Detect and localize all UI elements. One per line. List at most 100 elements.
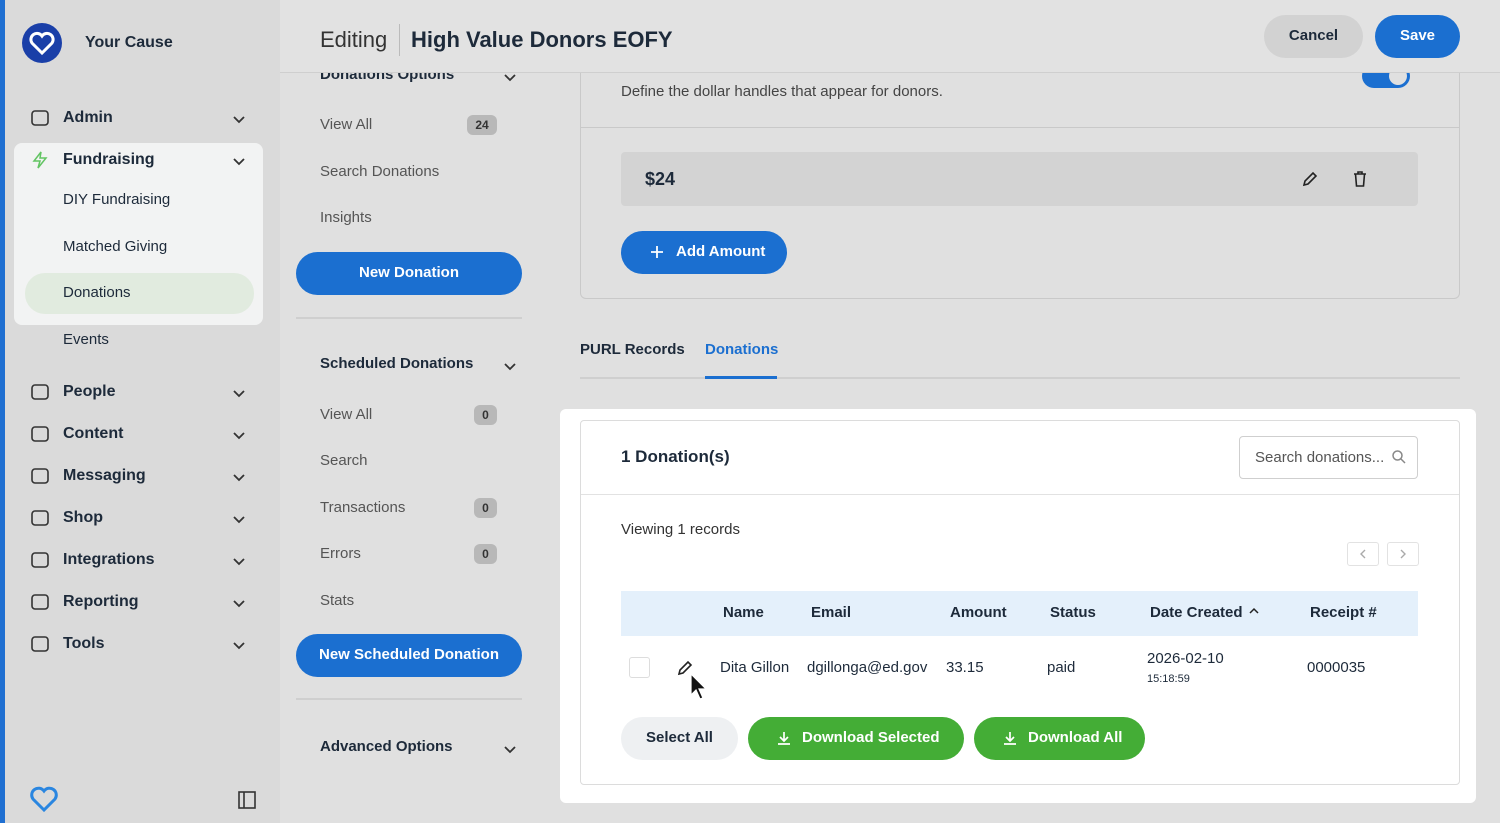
nav-icon xyxy=(31,110,49,126)
nav-icon xyxy=(31,384,49,400)
chevron-down[interactable] xyxy=(233,432,245,440)
cancel-button[interactable] xyxy=(1264,15,1363,58)
header-mode: Editing xyxy=(320,27,388,52)
nav-subitem[interactable]: DIY Fundraising xyxy=(63,191,171,208)
nav-item[interactable]: Content xyxy=(63,425,124,442)
amount-value: $24 xyxy=(645,169,676,189)
column-header: Status xyxy=(1050,604,1096,621)
search-icon xyxy=(1392,450,1406,464)
chevron-down[interactable] xyxy=(504,363,516,371)
handles-description: Define the dollar handles that appear fo… xyxy=(621,83,943,100)
divider xyxy=(296,317,522,319)
count-badge-text: 24 xyxy=(475,118,489,132)
search-box[interactable] xyxy=(1239,436,1418,479)
subnav-item[interactable]: Search xyxy=(320,452,368,469)
save-label[interactable]: Save xyxy=(1399,27,1436,44)
brand-name: Your Cause xyxy=(85,34,173,51)
footer-logo xyxy=(30,786,58,813)
nav-item[interactable]: Shop xyxy=(63,509,103,526)
next-icon xyxy=(1400,549,1406,559)
column-header[interactable]: Date Created xyxy=(1150,604,1243,621)
count-badge-text: 0 xyxy=(482,501,489,515)
download-icon xyxy=(1004,732,1016,745)
download-all-label[interactable]: Download All xyxy=(1028,729,1123,746)
add-amount-button[interactable] xyxy=(621,231,787,274)
subnav-button[interactable] xyxy=(296,634,522,677)
subnav-item[interactable]: Search Donations xyxy=(320,163,440,180)
chevron-down[interactable] xyxy=(233,558,245,566)
nav-item[interactable]: People xyxy=(63,383,116,400)
divider xyxy=(296,698,522,700)
tab[interactable]: PURL Records xyxy=(580,341,685,358)
subnav-item[interactable]: View All xyxy=(320,116,373,133)
nav-item[interactable]: Reporting xyxy=(63,593,139,610)
save-button[interactable] xyxy=(1375,15,1460,58)
chevron-down[interactable] xyxy=(233,642,245,650)
next-page[interactable] xyxy=(1387,542,1419,566)
plus-icon xyxy=(651,246,663,258)
cancel-label[interactable]: Cancel xyxy=(1288,27,1339,44)
subnav-button[interactable] xyxy=(296,252,522,295)
search-placeholder[interactable]: Search donations... xyxy=(1255,449,1385,466)
row-checkbox[interactable] xyxy=(629,657,650,678)
collapse-sidebar[interactable] xyxy=(238,791,256,809)
nav-subitem[interactable]: Donations xyxy=(63,284,131,301)
download-all-button[interactable] xyxy=(974,717,1145,760)
subnav-title[interactable]: Advanced Options xyxy=(320,738,453,755)
amount-row xyxy=(621,152,1418,206)
subnav-item[interactable]: View All xyxy=(320,406,373,423)
chevron-down[interactable] xyxy=(233,158,245,166)
count-badge-text: 0 xyxy=(482,408,489,422)
chevron-down[interactable] xyxy=(233,116,245,124)
count-badge xyxy=(474,405,497,425)
subnav-button-label[interactable]: New Scheduled Donation xyxy=(318,646,499,663)
count-badge xyxy=(467,115,497,135)
nav-item-active[interactable] xyxy=(25,273,254,314)
logo xyxy=(22,23,62,63)
column-header: Email xyxy=(811,604,852,621)
chevron-down[interactable] xyxy=(504,746,516,754)
subnav-button-label[interactable]: New Donation xyxy=(359,264,459,281)
nav-item[interactable]: Tools xyxy=(63,635,105,652)
nav-icon xyxy=(32,151,48,169)
cursor xyxy=(690,672,708,700)
edit-row[interactable] xyxy=(677,660,693,676)
nav-icon xyxy=(31,426,49,442)
tab-active[interactable]: Donations xyxy=(705,341,779,358)
subnav-item[interactable]: Transactions xyxy=(320,499,406,516)
chevron-down[interactable] xyxy=(504,74,516,82)
subnav-item[interactable]: Errors xyxy=(320,545,361,562)
count-badge-text: 0 xyxy=(482,547,489,561)
cell-status: paid xyxy=(1047,659,1076,676)
subnav-title[interactable]: Scheduled Donations xyxy=(320,355,474,372)
chevron-down[interactable] xyxy=(233,600,245,608)
tab-underline xyxy=(705,376,777,379)
sort-icon[interactable] xyxy=(1249,607,1259,614)
nav-item[interactable]: Admin xyxy=(63,109,113,126)
cell-date: 2026-02-10 xyxy=(1147,650,1224,667)
select-all-label[interactable]: Select All xyxy=(646,729,713,746)
header-separator xyxy=(399,24,400,56)
subnav-item[interactable]: Insights xyxy=(320,209,372,226)
select-all-button[interactable] xyxy=(621,717,738,760)
prev-page[interactable] xyxy=(1347,542,1379,566)
add-amount-label[interactable]: Add Amount xyxy=(676,243,766,260)
nav-item[interactable]: Messaging xyxy=(63,467,146,484)
edit-amount[interactable] xyxy=(1302,171,1318,187)
column-header: Receipt # xyxy=(1310,604,1377,621)
subnav-item[interactable]: Stats xyxy=(320,592,355,609)
cell-email: dgillonga@ed.gov xyxy=(807,659,928,676)
chevron-down[interactable] xyxy=(233,474,245,482)
download-selected-label[interactable]: Download Selected xyxy=(802,729,940,746)
delete-amount[interactable] xyxy=(1353,171,1367,187)
nav-icon xyxy=(31,510,49,526)
nav-subitem[interactable]: Events xyxy=(63,331,109,348)
divider xyxy=(581,127,1459,128)
chevron-down[interactable] xyxy=(233,516,245,524)
chevron-down[interactable] xyxy=(233,390,245,398)
nav-item[interactable]: Fundraising xyxy=(63,151,155,168)
count-badge xyxy=(474,498,497,518)
nav-item[interactable]: Integrations xyxy=(63,551,155,568)
nav-subitem[interactable]: Matched Giving xyxy=(63,238,168,255)
